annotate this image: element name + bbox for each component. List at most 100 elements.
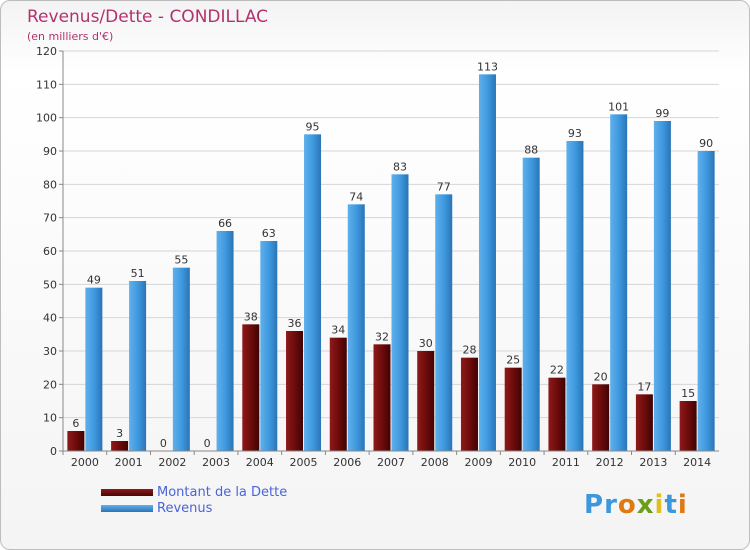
logo-letter: t [664, 490, 678, 520]
data-label-debt: 17 [637, 380, 651, 393]
data-label-debt: 3 [116, 427, 123, 440]
y-tick-label: 100 [36, 112, 57, 125]
bar-revenue [697, 151, 715, 451]
bar-debt [67, 431, 85, 451]
bar-debt [242, 324, 260, 451]
x-tick-label: 2001 [115, 456, 143, 469]
legend-label-debt: Montant de la Dette [157, 485, 288, 500]
bar-revenue [522, 157, 540, 451]
bar-revenue [610, 114, 628, 451]
bar-debt [111, 441, 129, 451]
bar-revenue [566, 141, 584, 451]
data-label-debt: 28 [462, 344, 476, 357]
bar-debt [460, 357, 478, 451]
legend-swatch-revenue [101, 505, 153, 512]
data-label-debt: 15 [681, 387, 695, 400]
chart-subtitle: (en milliers d'€) [27, 30, 114, 43]
y-tick-label: 120 [36, 45, 57, 58]
x-tick-label: 2004 [246, 456, 274, 469]
x-tick-label: 2008 [421, 456, 449, 469]
bar-revenue [347, 204, 365, 451]
data-label-debt: 25 [506, 354, 520, 367]
bar-debt [417, 351, 435, 451]
y-tick-label: 110 [36, 78, 57, 91]
data-label-revenue: 74 [349, 190, 363, 203]
y-axis-ticks: 0 10 20 30 40 50 60 70 80 90 100 110 120 [36, 45, 63, 458]
y-tick-label: 70 [43, 212, 57, 225]
bar-debt [548, 377, 566, 451]
data-label-debt: 0 [204, 437, 211, 450]
data-label-revenue: 93 [568, 127, 582, 140]
logo-letter: P [584, 490, 605, 520]
data-label-debt: 38 [244, 310, 258, 323]
y-tick-label: 60 [43, 245, 57, 258]
bar-revenue [478, 74, 496, 451]
y-tick-label: 90 [43, 145, 57, 158]
data-label-revenue: 83 [393, 160, 407, 173]
x-tick-label: 2000 [71, 456, 99, 469]
data-label-revenue: 63 [262, 227, 276, 240]
bar-revenue [304, 134, 322, 452]
data-label-debt: 6 [72, 417, 79, 430]
logo-letter: i [677, 490, 688, 520]
bar-debt [679, 401, 697, 451]
data-label-revenue: 49 [87, 274, 101, 287]
x-tick-label: 2009 [464, 456, 492, 469]
bar-revenue [653, 121, 671, 451]
data-label-debt: 36 [288, 317, 302, 330]
data-label-revenue: 90 [699, 137, 713, 150]
proxiti-logo: Proxiti [584, 490, 688, 520]
data-label-revenue: 99 [655, 107, 669, 120]
bar-debt [286, 331, 304, 451]
bars [67, 74, 715, 452]
bar-debt [635, 394, 653, 451]
data-label-revenue: 51 [131, 267, 145, 280]
y-tick-label: 20 [43, 378, 57, 391]
bar-revenue [85, 287, 103, 451]
chart-title: Revenus/Dette - CONDILLAC [27, 7, 269, 27]
data-label-revenue: 113 [477, 60, 498, 73]
logo-letter: i [654, 490, 665, 520]
data-label-debt: 34 [331, 324, 345, 337]
legend-swatch-debt [101, 489, 153, 496]
bar-revenue [260, 241, 278, 451]
data-label-revenue: 66 [218, 217, 232, 230]
bar-revenue [391, 174, 409, 452]
data-labels: 6 49 3 51 0 55 0 66 38 63 36 95 34 74 32 83 30 77 28 113 25 8… [72, 60, 713, 450]
data-label-revenue: 95 [306, 120, 320, 133]
data-label-debt: 30 [419, 337, 433, 350]
grid-lines [63, 50, 719, 452]
bar-debt [504, 367, 522, 451]
bar-debt [592, 384, 610, 451]
logo-letter: o [617, 490, 637, 520]
bar-revenue [435, 194, 453, 452]
x-tick-label: 2002 [158, 456, 186, 469]
y-tick-label: 50 [43, 278, 57, 291]
bar-revenue [172, 267, 190, 451]
x-tick-label: 2003 [202, 456, 230, 469]
data-label-revenue: 55 [174, 254, 188, 267]
y-tick-label: 10 [43, 412, 57, 425]
bar-revenue [129, 281, 147, 451]
data-label-debt: 22 [550, 364, 564, 377]
bar-revenue [216, 231, 234, 451]
x-tick-label: 2006 [333, 456, 361, 469]
bar-debt [373, 344, 391, 451]
x-tick-label: 2014 [683, 456, 711, 469]
y-tick-label: 30 [43, 345, 57, 358]
data-label-revenue: 77 [437, 180, 451, 193]
x-tick-label: 2010 [508, 456, 536, 469]
x-axis-ticks: 2000 2001 2002 2003 2004 2005 2006 2007 2008 2009… [62, 451, 711, 469]
data-label-debt: 20 [594, 370, 608, 383]
x-tick-label: 2012 [596, 456, 624, 469]
data-label-debt: 32 [375, 330, 389, 343]
x-tick-label: 2011 [552, 456, 580, 469]
logo-letter: r [604, 490, 618, 520]
x-tick-label: 2007 [377, 456, 405, 469]
legend-label-revenue: Revenus [157, 501, 213, 516]
y-tick-label: 0 [50, 445, 57, 458]
data-label-revenue: 101 [608, 100, 629, 113]
x-tick-label: 2013 [639, 456, 667, 469]
